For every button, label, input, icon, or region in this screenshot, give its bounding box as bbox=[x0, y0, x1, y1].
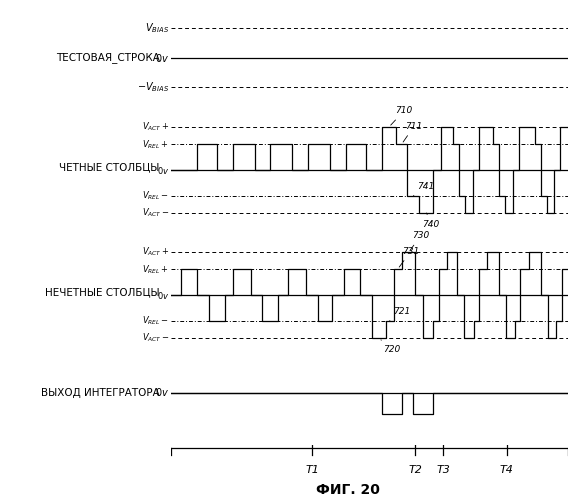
Text: $V_{REL}+$: $V_{REL}+$ bbox=[143, 263, 169, 276]
Text: T3: T3 bbox=[436, 465, 450, 475]
Text: 741: 741 bbox=[414, 182, 434, 196]
Text: $V_{ACT}+$: $V_{ACT}+$ bbox=[142, 121, 169, 134]
Text: $V_{BIAS}$: $V_{BIAS}$ bbox=[145, 21, 169, 34]
Text: 721: 721 bbox=[390, 307, 410, 321]
Text: $0v$: $0v$ bbox=[157, 290, 169, 300]
Text: 731: 731 bbox=[399, 246, 419, 267]
Text: ТЕСТОВАЯ_СТРОКА: ТЕСТОВАЯ_СТРОКА bbox=[56, 52, 160, 63]
Text: $V_{ACT}+$: $V_{ACT}+$ bbox=[142, 246, 169, 258]
Text: ФИГ. 20: ФИГ. 20 bbox=[316, 484, 380, 498]
Text: T4: T4 bbox=[500, 465, 514, 475]
Text: $-V_{BIAS}$: $-V_{BIAS}$ bbox=[137, 80, 169, 94]
Text: ВЫХОД ИНТЕГРАТОРА: ВЫХОД ИНТЕГРАТОРА bbox=[41, 388, 160, 398]
Text: $V_{ACT}-$: $V_{ACT}-$ bbox=[142, 332, 169, 344]
Text: 710: 710 bbox=[391, 106, 413, 125]
Text: $0v$: $0v$ bbox=[157, 164, 169, 175]
Text: 711: 711 bbox=[403, 122, 423, 142]
Text: ЧЕТНЫЕ СТОЛБЦЫ: ЧЕТНЫЕ СТОЛБЦЫ bbox=[59, 162, 160, 172]
Text: $V_{REL}-$: $V_{REL}-$ bbox=[142, 190, 169, 202]
Text: T1: T1 bbox=[305, 465, 319, 475]
Text: 740: 740 bbox=[423, 213, 440, 229]
Text: $0v$: $0v$ bbox=[155, 52, 169, 64]
Text: $V_{ACT}-$: $V_{ACT}-$ bbox=[142, 206, 169, 219]
Text: $V_{REL}-$: $V_{REL}-$ bbox=[142, 314, 169, 327]
Text: $V_{REL}+$: $V_{REL}+$ bbox=[143, 138, 169, 150]
Text: $0v$: $0v$ bbox=[155, 386, 169, 398]
Text: T2: T2 bbox=[408, 465, 422, 475]
Text: 730: 730 bbox=[410, 231, 430, 250]
Text: 720: 720 bbox=[381, 340, 400, 354]
Text: НЕЧЕТНЫЕ СТОЛБЦЫ: НЕЧЕТНЫЕ СТОЛБЦЫ bbox=[45, 288, 160, 298]
